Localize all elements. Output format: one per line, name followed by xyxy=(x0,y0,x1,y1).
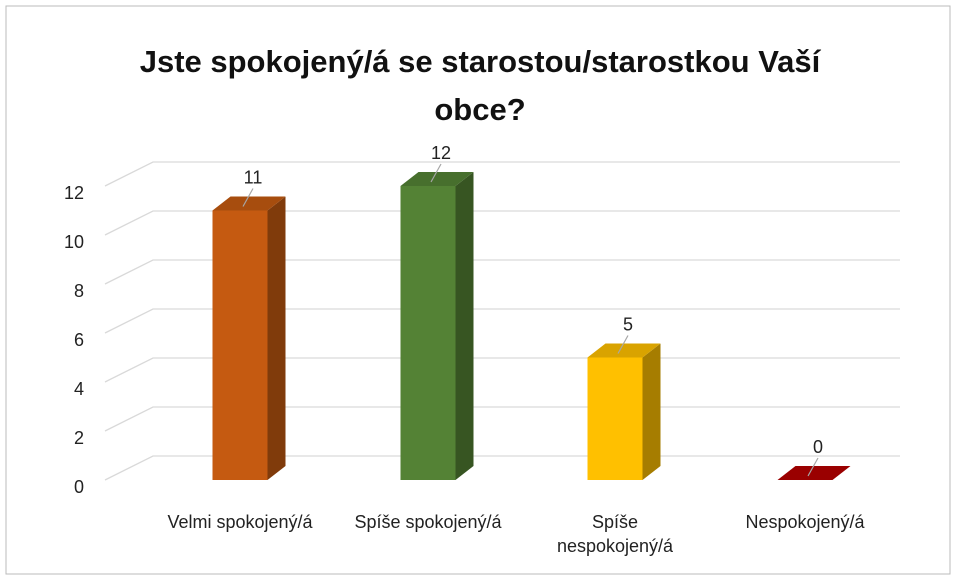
grid-line xyxy=(104,259,900,285)
y-tick-label: 12 xyxy=(64,183,84,203)
data-label: 5 xyxy=(623,314,633,334)
y-tick-label: 10 xyxy=(64,232,84,252)
data-label: 0 xyxy=(813,437,823,457)
grid-line xyxy=(104,210,900,236)
grid-line xyxy=(104,161,900,187)
bar-top xyxy=(777,466,851,480)
bar xyxy=(777,466,851,480)
leader-line xyxy=(807,457,819,477)
chart-title: Jste spokojený/á se starostou/starostkou… xyxy=(139,44,821,127)
bar-side xyxy=(267,196,286,480)
bar-top xyxy=(587,343,661,358)
y-tick-label: 4 xyxy=(74,379,84,399)
bar-front xyxy=(400,186,456,480)
leader-line xyxy=(617,335,629,354)
y-tick-label: 0 xyxy=(74,477,84,497)
grid-line xyxy=(104,308,900,334)
bar-front xyxy=(587,357,643,480)
bar xyxy=(587,343,661,480)
y-tick-label: 6 xyxy=(74,330,84,350)
bar-top xyxy=(400,172,474,186)
x-tick-label: Velmi spokojený/á xyxy=(167,512,313,532)
data-label: 12 xyxy=(431,143,451,163)
data-label: 11 xyxy=(244,167,263,187)
y-tick-label: 2 xyxy=(74,428,84,448)
x-tick-label: Nespokojený/á xyxy=(745,512,865,532)
bar-front xyxy=(212,210,268,480)
x-tick-label: Spíše nespokojený/á xyxy=(556,512,674,556)
y-tick-label: 8 xyxy=(74,281,84,301)
bar xyxy=(212,196,286,480)
bar-top xyxy=(212,196,286,211)
leader-line xyxy=(430,163,442,183)
leader-line xyxy=(242,188,254,207)
bar-side xyxy=(642,343,661,480)
bar xyxy=(400,172,474,480)
x-tick-label: Spíše spokojený/á xyxy=(354,512,502,532)
bar-side xyxy=(455,172,474,480)
